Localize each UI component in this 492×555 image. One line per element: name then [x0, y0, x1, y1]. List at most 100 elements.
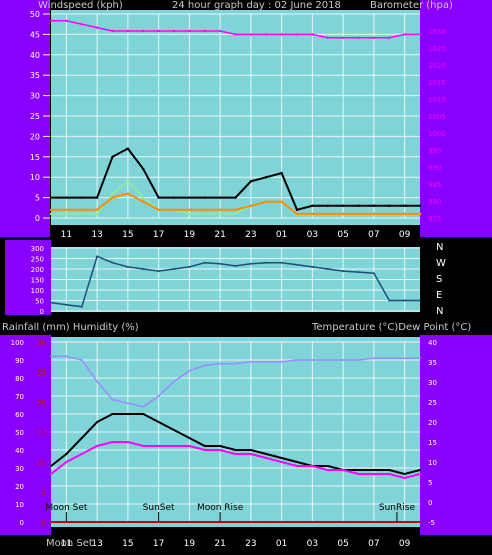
temperature-point [65, 453, 68, 455]
temperature-point [173, 429, 175, 431]
baro-tick-label: 1015 [428, 79, 446, 87]
annotation-label: SunSet [143, 503, 175, 513]
rain-tick-label: 15 [37, 429, 46, 437]
rain-tick-label: 25 [37, 369, 46, 377]
time-tick-label: 09 [399, 230, 411, 240]
dew-point-point [265, 457, 268, 459]
time-tick-label: 19 [184, 539, 196, 549]
temp-right-frame [420, 335, 492, 535]
temperature-point [234, 449, 237, 451]
wind-point [265, 176, 268, 179]
rain-tick-label: 10 [37, 459, 46, 467]
wind-tick-label: 40 [30, 51, 40, 60]
rainfall-point [142, 521, 145, 523]
wind-avg-point [80, 208, 83, 212]
wind-avg-point [142, 200, 145, 203]
barometer-point [311, 33, 314, 36]
humidity-point [311, 359, 314, 361]
wind-point [234, 196, 237, 199]
time-tick-label: 15 [122, 539, 133, 549]
header-title: 24 hour graph day : 02 June 2018 [172, 0, 341, 11]
rainfall-point [173, 521, 175, 523]
winddir-left-ticks: 0 50 100 150 200 250 300 [31, 245, 44, 316]
humidity-left-ticks: 0 10 20 30 40 50 60 70 80 90 100 [11, 339, 24, 527]
time-tick-label: 01 [276, 539, 287, 549]
temperature-point [142, 413, 145, 415]
temperature-point [96, 421, 99, 423]
dew-point-point [388, 473, 391, 475]
temperature-point [388, 469, 391, 471]
wind-point [341, 204, 345, 207]
header-right-label: Barometer (hpa) [370, 0, 453, 11]
wind-direction-point [342, 270, 345, 273]
winddir-series [50, 255, 421, 308]
winddir-tick-label: 100 [31, 287, 44, 295]
wind-point [203, 196, 206, 199]
humidity-point [157, 395, 160, 397]
temperature-point [157, 421, 160, 423]
humidity-point [111, 398, 114, 401]
wind-left-ticks: 0 5 10 15 20 25 30 35 40 45 50 [30, 10, 50, 223]
temp-tick-label: -5 [428, 519, 435, 527]
wind-avg-point [265, 200, 268, 203]
time-tick-label: 07 [368, 230, 379, 240]
humidity-point [96, 380, 99, 383]
wind-tick-label: 25 [30, 112, 40, 121]
dew-point-point [203, 449, 206, 451]
wind-direction-point [419, 299, 421, 302]
time-tick-label: 19 [184, 230, 196, 240]
winddir-tick-label: 0 [40, 308, 44, 316]
humidity-point [372, 357, 375, 360]
wind-direction-point [96, 255, 99, 258]
header-left-label: Windspeed (kph) [38, 0, 123, 11]
temperature-point [50, 465, 52, 467]
wind-direction-point [219, 262, 222, 265]
temperature-point [419, 469, 421, 471]
wind-avg-point [311, 212, 314, 216]
humidity-tick-label: 90 [15, 357, 24, 365]
humidity-point [388, 357, 391, 360]
gust-point [49, 212, 53, 216]
humidity-tick-label: 70 [15, 393, 24, 401]
humidity-tick-label: 100 [11, 339, 24, 347]
time-tick-label: 21 [214, 230, 225, 240]
winddir-tick-label: 50 [35, 298, 44, 306]
baro-tick-label: 990 [428, 164, 441, 172]
wind-point [80, 196, 83, 199]
annotation-label: Moon Rise [197, 503, 244, 513]
wind-tick-label: 5 [35, 194, 40, 203]
annotation-label: SunRise [379, 503, 416, 513]
rainfall-point [388, 521, 391, 523]
time-tick-label: 09 [399, 539, 411, 549]
temp-tick-label: 20 [428, 419, 437, 427]
rainfall-point [126, 521, 129, 523]
temp-tick-label: 40 [428, 339, 437, 347]
wind-direction-point [188, 265, 191, 268]
baro-tick-label: 1005 [428, 113, 446, 121]
compass-label: N [436, 306, 443, 317]
wind-direction-point [372, 272, 375, 275]
wind-avg-point [403, 212, 406, 216]
dew-point-point [96, 445, 99, 447]
temp-tick-label: 15 [428, 439, 437, 447]
winddir-tick-label: 150 [31, 277, 44, 285]
wind-avg-point [388, 212, 391, 216]
rainfall-point [326, 521, 329, 523]
winddir-left-frame [5, 240, 51, 315]
rainfall-point [80, 521, 83, 523]
wind-avg-point [111, 196, 114, 199]
temp-left-label: Rainfall (mm) Humidity (%) [2, 322, 139, 333]
barometer-point [249, 33, 253, 36]
temperature-point [280, 457, 283, 459]
wind-point [311, 204, 314, 207]
dew-point-point [419, 473, 421, 475]
rain-tick-label: 30 [37, 339, 46, 347]
temp-right-ticks: -5 0 5 10 15 20 25 30 35 40 [428, 339, 437, 527]
wind-point [388, 204, 391, 207]
time-tick-label: 03 [307, 230, 318, 240]
rain-tick-label: 5 [42, 489, 46, 497]
temperature-point [357, 469, 360, 471]
wind-plot-area [51, 10, 420, 225]
wind-point [418, 204, 422, 207]
rainfall-point [96, 521, 99, 523]
